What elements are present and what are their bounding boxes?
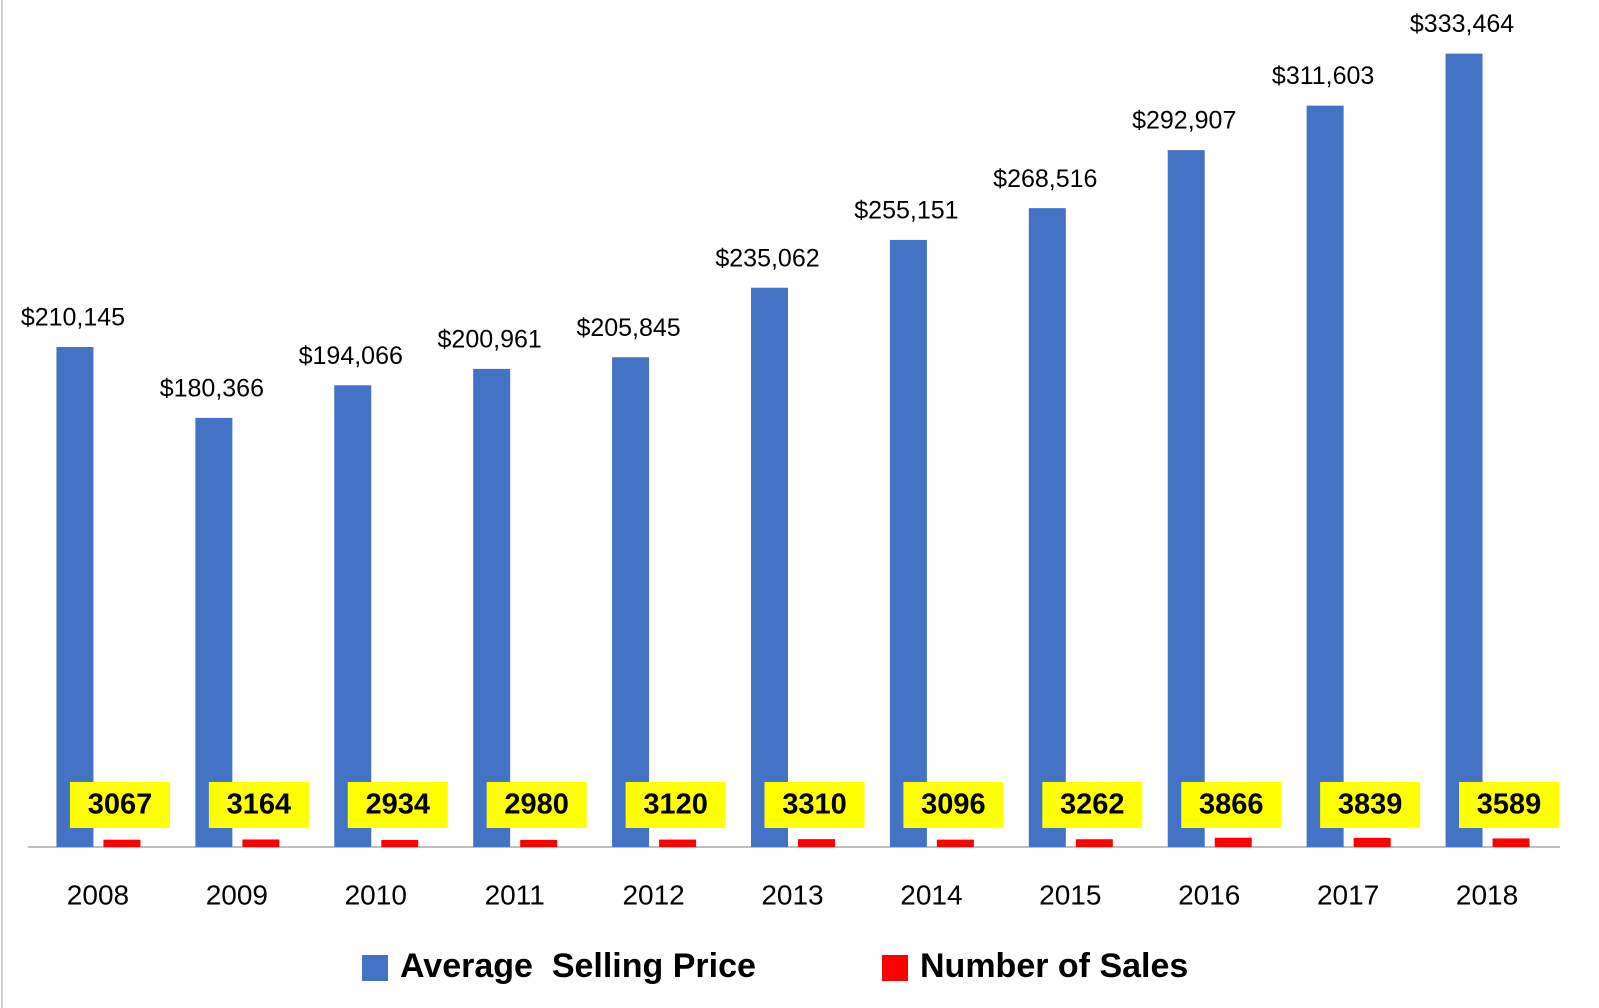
legend-swatch xyxy=(362,955,388,981)
data-label-box xyxy=(1181,782,1282,828)
x-tick-label: 2015 xyxy=(1039,879,1101,910)
data-label: 3839 xyxy=(1338,789,1403,821)
bar xyxy=(612,357,650,847)
x-tick-label: 2016 xyxy=(1178,879,1240,910)
bar xyxy=(1492,838,1530,847)
data-label: 2980 xyxy=(504,789,569,821)
data-label: 3164 xyxy=(227,789,292,821)
bar xyxy=(798,839,835,847)
data-label-box xyxy=(903,782,1004,828)
data-label: $292,907 xyxy=(1132,107,1236,135)
data-label-box xyxy=(1320,782,1421,828)
bar xyxy=(1028,208,1066,847)
x-tick-label: 2009 xyxy=(206,879,268,910)
bar xyxy=(1306,105,1344,847)
legend-swatch xyxy=(882,955,908,981)
data-label-box xyxy=(347,782,448,828)
data-label: 3120 xyxy=(643,789,708,821)
x-tick-label: 2010 xyxy=(345,879,407,910)
bar xyxy=(889,239,927,848)
data-label: 3262 xyxy=(1060,789,1125,821)
x-tick-label: 2017 xyxy=(1317,879,1379,910)
data-label: 3067 xyxy=(88,789,153,821)
legend-label: Average Selling Price xyxy=(400,947,756,985)
data-label-box xyxy=(208,782,309,828)
bar xyxy=(751,287,788,848)
bar xyxy=(1167,150,1205,848)
data-label: $235,062 xyxy=(715,244,819,272)
bar xyxy=(56,347,94,847)
x-tick-label: 2013 xyxy=(761,879,823,910)
data-label: $194,066 xyxy=(299,342,403,370)
bar xyxy=(381,840,419,847)
bar xyxy=(334,385,372,847)
data-label-box xyxy=(486,782,587,828)
x-tick-label: 2018 xyxy=(1456,879,1518,910)
data-label-box xyxy=(764,782,865,828)
bar xyxy=(520,839,558,847)
bar xyxy=(473,368,511,847)
data-label: 3310 xyxy=(782,789,847,821)
bar xyxy=(1214,837,1252,847)
data-label-box xyxy=(1459,782,1560,828)
data-label: $205,845 xyxy=(576,314,680,342)
data-label: $311,603 xyxy=(1272,62,1374,90)
bar xyxy=(1445,53,1483,847)
data-label-box xyxy=(625,782,726,828)
legend-label: Number of Sales xyxy=(920,947,1188,985)
data-label: 3866 xyxy=(1199,789,1264,821)
bar xyxy=(103,839,141,847)
data-label: $333,464 xyxy=(1410,10,1514,38)
data-label: 3096 xyxy=(921,789,986,821)
data-label: $210,145 xyxy=(21,304,125,332)
bar xyxy=(659,839,697,847)
bar xyxy=(242,839,280,847)
data-label: $200,961 xyxy=(438,325,542,353)
x-tick-label: 2012 xyxy=(622,879,684,910)
x-tick-label: 2008 xyxy=(67,879,129,910)
data-label: $268,516 xyxy=(993,165,1097,193)
bar xyxy=(195,417,233,847)
x-tick-label: 2011 xyxy=(485,879,545,910)
bar xyxy=(1353,837,1391,847)
data-label: $180,366 xyxy=(160,374,264,402)
data-label-box xyxy=(1042,782,1143,828)
data-label-box xyxy=(69,782,170,828)
data-label: $255,151 xyxy=(854,197,958,225)
bar xyxy=(1075,839,1113,847)
bar xyxy=(936,839,974,847)
x-tick-label: 2014 xyxy=(900,879,962,910)
data-label: 2934 xyxy=(366,789,431,821)
data-label: 3589 xyxy=(1477,789,1542,821)
